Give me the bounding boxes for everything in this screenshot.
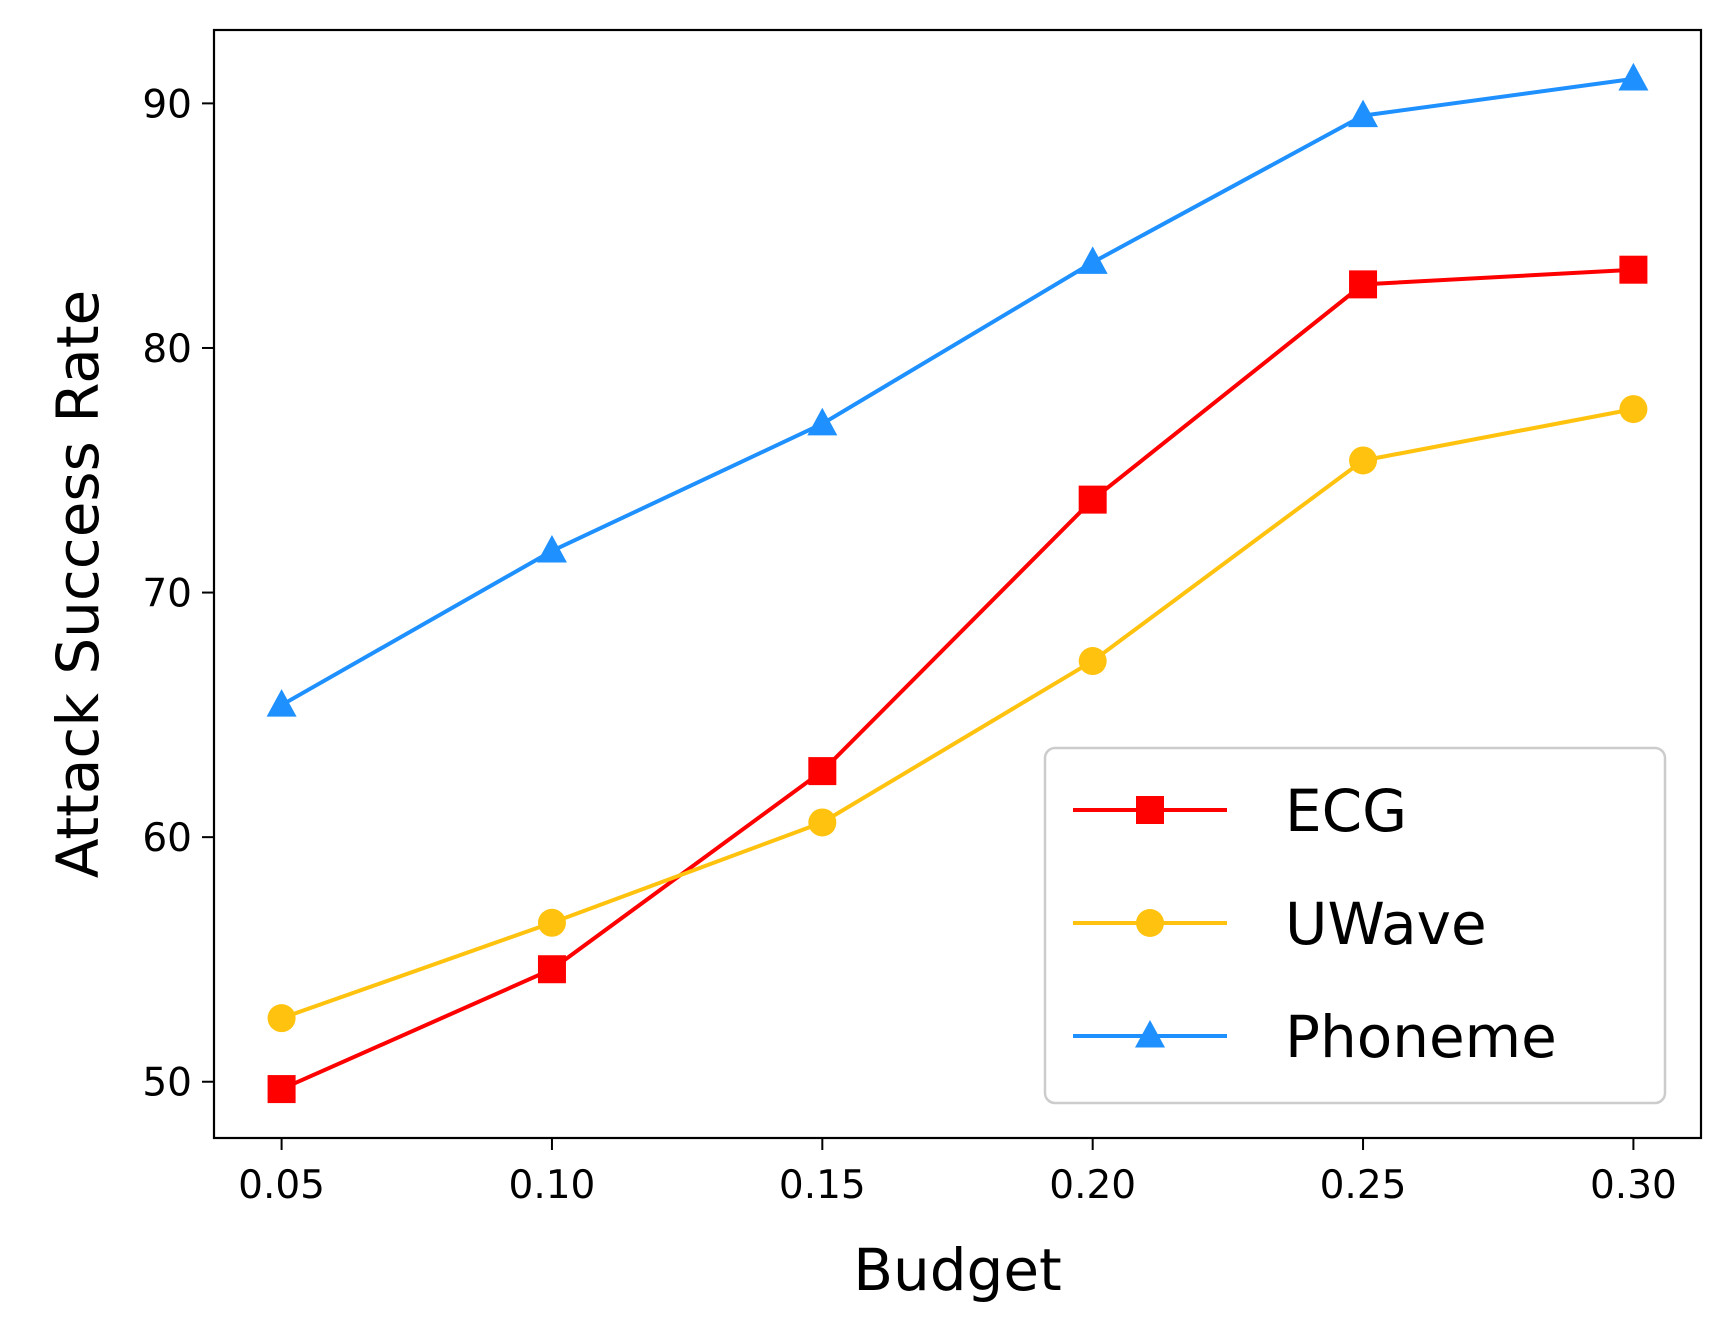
data-point-uwave — [1078, 647, 1107, 676]
data-point-ecg — [267, 1075, 296, 1104]
x-axis: 0.05 0.10 0.15 0.20 0.25 0.30 — [238, 1138, 1677, 1208]
legend-label: Phoneme — [1285, 1003, 1557, 1071]
series-layer — [266, 62, 1649, 1104]
data-point-uwave — [808, 808, 837, 837]
data-point-ecg — [1619, 255, 1648, 284]
data-point-phoneme — [1077, 246, 1108, 274]
legend-marker — [1135, 1020, 1165, 1048]
series-phoneme — [266, 62, 1649, 717]
series-line-uwave — [280, 407, 1634, 1021]
x-axis-title: Budget — [853, 1236, 1062, 1304]
data-point-ecg — [1078, 485, 1107, 514]
data-point-uwave — [267, 1004, 296, 1033]
legend-label: UWave — [1285, 890, 1487, 958]
y-axis: 50 60 70 80 90 — [142, 82, 214, 1106]
series-ecg — [267, 255, 1648, 1104]
x-tick-label: 0.20 — [1049, 1163, 1136, 1208]
legend-label: ECG — [1285, 777, 1407, 845]
legend-box — [1043, 746, 1667, 1105]
data-point-phoneme — [807, 407, 838, 436]
data-point-phoneme — [536, 534, 567, 563]
x-tick-label: 0.05 — [238, 1163, 325, 1208]
y-tick-label: 90 — [142, 82, 192, 127]
y-tick-label: 70 — [142, 572, 192, 617]
x-tick-label: 0.10 — [509, 1163, 596, 1208]
data-point-ecg — [537, 955, 566, 984]
legend-item-phoneme: Phoneme — [1073, 1003, 1557, 1071]
legend-item-uwave: UWave — [1073, 890, 1487, 958]
data-point-ecg — [1349, 270, 1378, 299]
y-tick-label: 50 — [142, 1061, 192, 1106]
series-uwave — [267, 395, 1648, 1033]
data-point-phoneme — [266, 689, 297, 717]
y-tick-label: 80 — [142, 327, 192, 372]
y-tick-label: 60 — [142, 816, 192, 861]
series-line-ecg — [280, 267, 1634, 1091]
data-point-ecg — [808, 757, 837, 786]
legend-marker — [1136, 796, 1164, 824]
legend-marker — [1136, 909, 1164, 937]
x-tick-label: 0.15 — [779, 1163, 866, 1208]
series-line-phoneme — [280, 76, 1634, 707]
data-point-uwave — [1619, 395, 1648, 424]
data-point-phoneme — [1348, 99, 1379, 128]
data-point-uwave — [537, 908, 566, 937]
y-axis-title: Attack Success Rate — [44, 290, 112, 879]
data-point-phoneme — [1618, 62, 1649, 91]
plot-frame — [212, 28, 1703, 1140]
legend: ECG UWave Phoneme — [1043, 746, 1667, 1105]
x-tick-label: 0.30 — [1590, 1163, 1677, 1208]
x-tick-label: 0.25 — [1320, 1163, 1407, 1208]
data-point-uwave — [1349, 446, 1378, 475]
legend-item-ecg: ECG — [1073, 777, 1407, 845]
